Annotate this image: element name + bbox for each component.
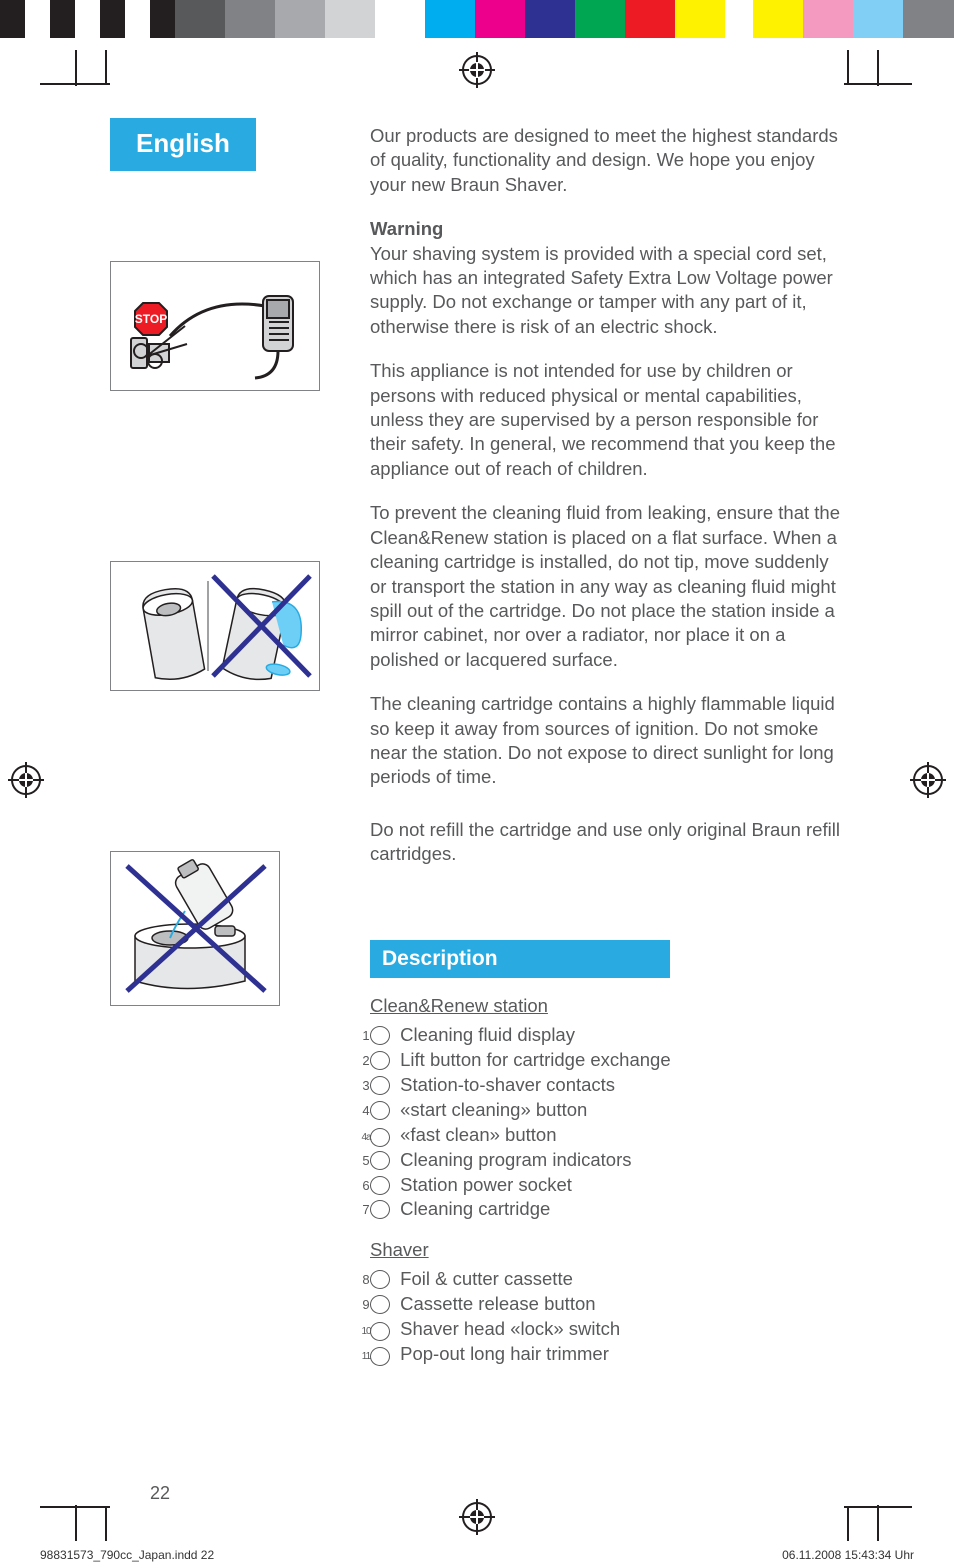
warning-para-5: Do not refill the cartridge and use only… xyxy=(370,818,850,867)
warning-illustration-refill xyxy=(110,851,280,1006)
warning-para-3: To prevent the cleaning fluid from leaki… xyxy=(370,501,850,672)
list-item: 2 Lift button for cartridge exchange xyxy=(370,1048,850,1073)
footer-filename: 98831573_790cc_Japan.indd 22 xyxy=(40,1548,214,1562)
registration-marks-bottom xyxy=(0,1493,954,1533)
list-item: 7 Cleaning cartridge xyxy=(370,1197,850,1222)
list-item: 5 Cleaning program indicators xyxy=(370,1148,850,1173)
svg-text:STOP: STOP xyxy=(135,312,167,326)
subheading-station: Clean&Renew station xyxy=(370,994,850,1018)
language-tab: English xyxy=(110,118,256,171)
subheading-shaver: Shaver xyxy=(370,1238,850,1262)
list-item: 11 Pop-out long hair trimmer xyxy=(370,1342,850,1367)
page-footer: 98831573_790cc_Japan.indd 22 06.11.2008 … xyxy=(40,1548,914,1562)
warning-heading: Warning xyxy=(370,218,443,239)
footer-timestamp: 06.11.2008 15:43:34 Uhr xyxy=(782,1548,914,1562)
page-content: English STOP xyxy=(110,118,850,1367)
list-item: 10 Shaver head «lock» switch xyxy=(370,1317,850,1342)
list-item: 9 Cassette release button xyxy=(370,1292,850,1317)
warning-illustration-cord: STOP xyxy=(110,261,320,391)
list-item: 3 Station-to-shaver contacts xyxy=(370,1073,850,1098)
shaver-parts-list: 8 Foil & cutter cassette9 Cassette relea… xyxy=(370,1267,850,1367)
list-item: 8 Foil & cutter cassette xyxy=(370,1267,850,1292)
warning-para-1: Your shaving system is provided with a s… xyxy=(370,242,850,340)
description-heading: Description xyxy=(370,940,670,979)
list-item: 4 «start cleaning» button xyxy=(370,1098,850,1123)
warning-para-2: This appliance is not intended for use b… xyxy=(370,359,850,481)
list-item: 6 Station power socket xyxy=(370,1173,850,1198)
registration-marks-top xyxy=(0,50,954,90)
intro-text: Our products are designed to meet the hi… xyxy=(370,124,850,197)
list-item: 4a «fast clean» button xyxy=(370,1123,850,1148)
registration-mark-right xyxy=(908,760,948,805)
list-item: 1 Cleaning fluid display xyxy=(370,1023,850,1048)
station-parts-list: 1 Cleaning fluid display2 Lift button fo… xyxy=(370,1023,850,1223)
warning-illustration-tilt xyxy=(110,561,320,691)
registration-mark-left xyxy=(6,760,46,805)
color-registration-bar xyxy=(0,0,954,38)
warning-para-4: The cleaning cartridge contains a highly… xyxy=(370,692,850,790)
